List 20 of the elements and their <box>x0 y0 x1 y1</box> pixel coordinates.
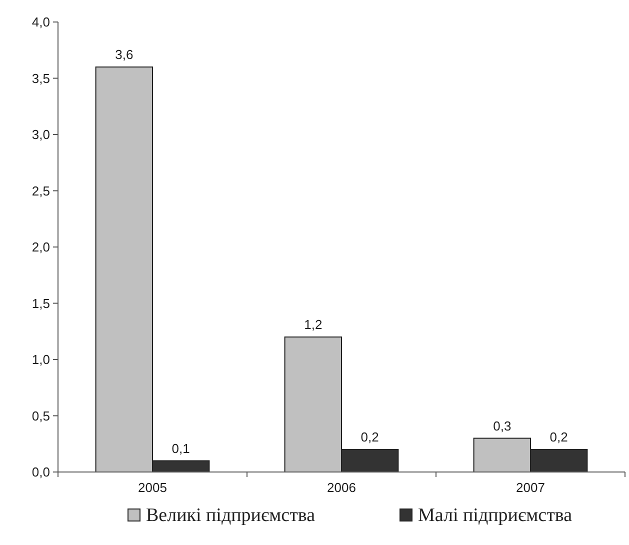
data-label: 0,1 <box>172 440 190 456</box>
data-label: 1,2 <box>304 317 322 332</box>
y-tick-label: 3,0 <box>32 127 50 142</box>
y-tick-label: 2,5 <box>32 183 50 198</box>
data-label: 3,6 <box>115 47 134 62</box>
data-label: 0,3 <box>493 418 512 434</box>
y-tick-label: 0,5 <box>32 408 50 424</box>
legend-label: Малі підприємства <box>418 505 573 526</box>
y-tick-label: 4,0 <box>32 14 50 30</box>
data-label: 0,2 <box>360 430 379 444</box>
y-tick-label: 3,5 <box>32 70 50 86</box>
y-tick-label: 1,5 <box>32 296 50 311</box>
x-tick-label: 2006 <box>327 480 356 495</box>
y-tick-label: 1,0 <box>32 352 50 368</box>
x-tick-label: 2007 <box>516 480 545 495</box>
data-label: 0,2 <box>550 430 568 444</box>
y-tick-label: 0,0 <box>32 464 50 480</box>
x-tick-label: 2005 <box>138 480 167 495</box>
y-tick-label: 2,0 <box>32 240 50 255</box>
legend-label: Великі підприємства <box>146 505 316 526</box>
